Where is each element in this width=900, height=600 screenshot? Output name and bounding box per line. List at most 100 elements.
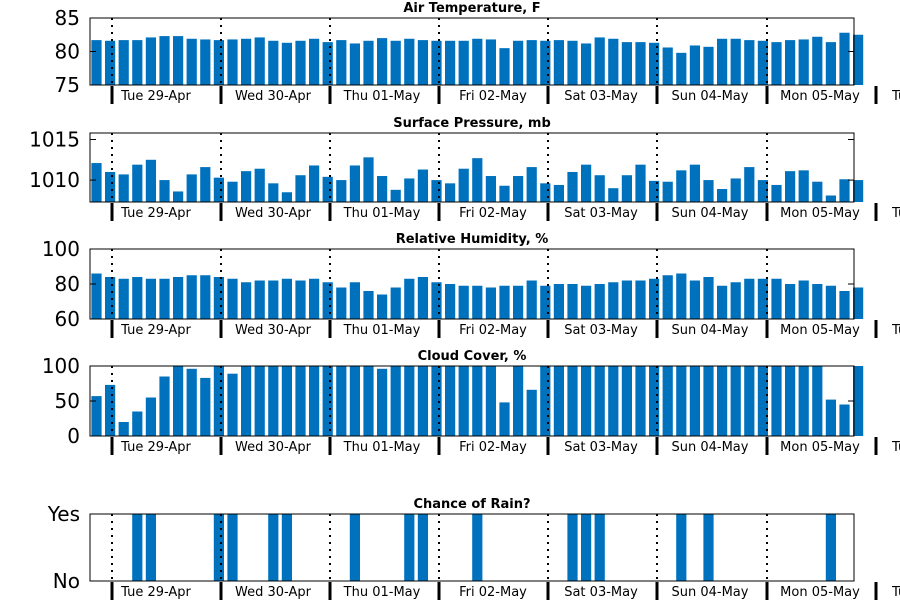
- bar: [105, 384, 116, 436]
- bar: [649, 42, 660, 85]
- bar: [322, 282, 333, 319]
- chart-title: Relative Humidity, %: [396, 232, 549, 247]
- bar: [689, 366, 700, 436]
- bar: [281, 42, 292, 85]
- bar: [499, 285, 510, 319]
- bar: [145, 278, 156, 319]
- bar: [377, 294, 388, 319]
- bar: [513, 40, 524, 85]
- x-tick-label: Tu: [891, 206, 900, 221]
- bar: [485, 287, 496, 319]
- bar: [608, 188, 619, 202]
- bar: [105, 277, 116, 319]
- bar: [173, 191, 184, 202]
- bar: [798, 170, 809, 202]
- axes-frame: [89, 513, 855, 582]
- bar: [227, 278, 238, 319]
- y-tick-label: 80: [55, 272, 80, 296]
- bar: [485, 366, 496, 436]
- chart-panel-3: Relative Humidity, % 60 80 100 Tue 29-Apr Wed…: [42, 232, 900, 338]
- bar: [472, 38, 483, 85]
- bar: [499, 185, 510, 202]
- bar: [295, 366, 306, 436]
- bar: [853, 366, 864, 436]
- bar: [363, 366, 374, 436]
- x-tick-label: Mon 05-May: [780, 89, 860, 104]
- chart-title: Chance of Rain?: [413, 497, 530, 512]
- x-tick-label: Tue 29-Apr: [120, 323, 191, 338]
- bar: [377, 176, 388, 202]
- x-tick-label: Sun 04-May: [672, 440, 749, 455]
- bar: [349, 43, 360, 85]
- bar: [825, 195, 836, 202]
- bar: [567, 40, 578, 85]
- bar: [812, 284, 823, 319]
- y-tick-label: 0: [67, 424, 80, 448]
- x-tick-label: Wed 30-Apr: [235, 440, 312, 455]
- bar: [581, 43, 592, 85]
- bar: [268, 40, 279, 85]
- bar: [145, 159, 156, 202]
- bar: [118, 422, 129, 436]
- bar: [281, 192, 292, 202]
- y-tick-label: 100: [42, 354, 80, 378]
- bar: [635, 366, 646, 436]
- bar: [744, 167, 755, 202]
- bar: [417, 169, 428, 202]
- x-tick-label: Sat 03-May: [564, 89, 638, 104]
- x-tick-label: Fri 02-May: [459, 323, 527, 338]
- x-tick-label: Wed 30-Apr: [235, 323, 312, 338]
- bar: [553, 284, 564, 319]
- bar: [445, 183, 456, 202]
- bar: [540, 366, 551, 436]
- bar: [213, 514, 224, 581]
- bar: [417, 40, 428, 85]
- bar: [241, 282, 252, 319]
- bar: [553, 184, 564, 202]
- bar: [513, 176, 524, 202]
- chart-panel-5: Chance of Rain? No Yes Tue 29-Apr Wed 30-Apr…: [47, 497, 900, 600]
- bar: [513, 285, 524, 319]
- y-tick-label: 1015: [29, 127, 80, 151]
- x-tick-label: Wed 30-Apr: [235, 585, 312, 600]
- bar: [145, 37, 156, 85]
- bar: [798, 280, 809, 319]
- bar: [649, 278, 660, 319]
- bar: [472, 158, 483, 202]
- bar: [676, 52, 687, 85]
- bar: [771, 366, 782, 436]
- bar: [526, 167, 537, 202]
- bar: [431, 282, 442, 319]
- bar: [812, 36, 823, 85]
- x-tick-label: Thu 01-May: [343, 206, 421, 221]
- bar: [118, 40, 129, 85]
- x-tick-label: Sat 03-May: [564, 585, 638, 600]
- bar: [118, 174, 129, 202]
- bar: [91, 273, 102, 319]
- bar: [200, 39, 211, 85]
- bar: [635, 280, 646, 319]
- bar: [717, 189, 728, 202]
- bar: [703, 514, 714, 581]
- bar: [567, 171, 578, 202]
- bar: [635, 42, 646, 85]
- x-tick-label: Sun 04-May: [672, 585, 749, 600]
- bar: [417, 514, 428, 581]
- bar: [349, 366, 360, 436]
- x-tick-label: Wed 30-Apr: [235, 206, 312, 221]
- bar: [173, 366, 184, 436]
- bar: [132, 514, 143, 581]
- bar: [145, 514, 156, 581]
- bar: [227, 373, 238, 436]
- bar: [689, 164, 700, 202]
- x-tick-label: Mon 05-May: [780, 440, 860, 455]
- bar: [404, 366, 415, 436]
- bar: [132, 277, 143, 319]
- x-tick-label: Tue 29-Apr: [120, 89, 191, 104]
- bar: [526, 389, 537, 436]
- chart-panel-2: Surface Pressure, mb 1010 1015 Tue 29-Apr We…: [29, 116, 900, 221]
- bar: [676, 170, 687, 202]
- bar: [757, 366, 768, 436]
- bar: [349, 165, 360, 202]
